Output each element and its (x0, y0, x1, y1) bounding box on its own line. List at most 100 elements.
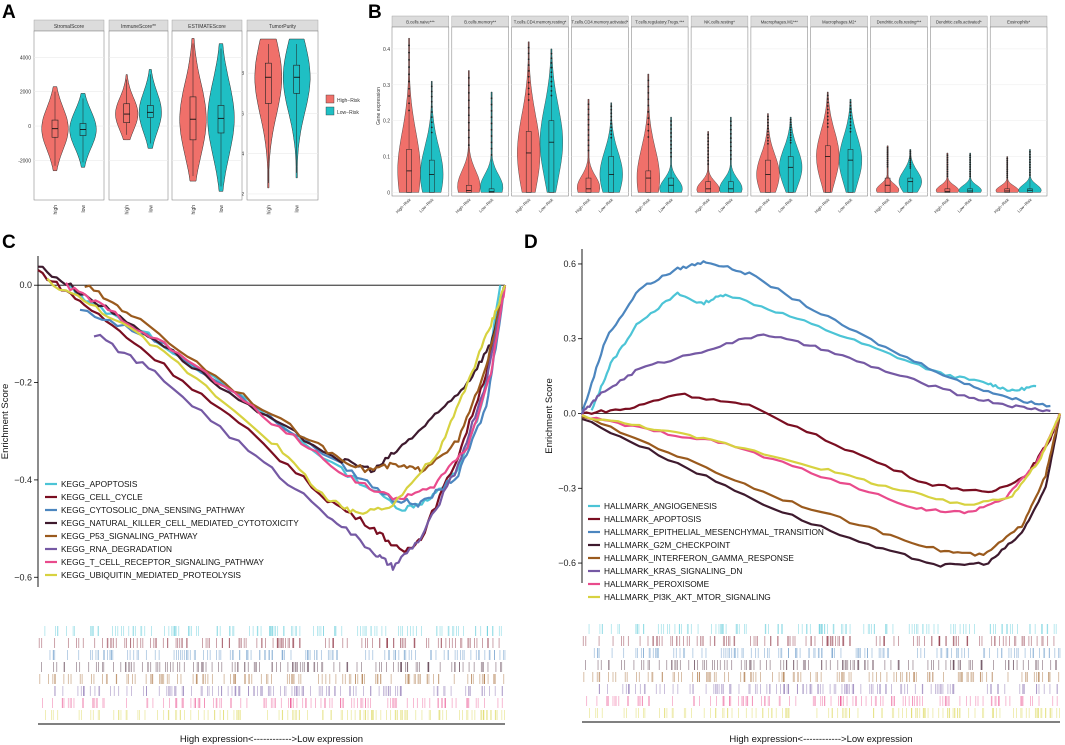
y-tick-label: 0.3 (563, 334, 576, 344)
outlier-point (490, 147, 493, 150)
outlier-point (550, 71, 553, 74)
outlier-point (1029, 158, 1031, 161)
outlier-point (1029, 171, 1031, 174)
outlier-point (610, 136, 613, 139)
category-label: High−Risk (813, 197, 831, 215)
outlier-point (490, 116, 493, 119)
outlier-point (849, 108, 852, 110)
outlier-point (587, 113, 590, 116)
outlier-point (826, 122, 829, 125)
outlier-point (610, 108, 613, 111)
outlier-point (969, 154, 972, 157)
outlier-point (467, 77, 470, 79)
y-axis-label: Enrichment Score (544, 378, 555, 454)
outlier-point (587, 139, 590, 142)
facet-title: T.cells.CD4.memory.activated* (572, 20, 629, 25)
outlier-point (969, 161, 972, 164)
outlier-point (490, 141, 493, 144)
outlier-point (886, 151, 889, 153)
outlier-point (946, 166, 949, 168)
legend-label: KEGG_CYTOSOLIC_DNA_SENSING_PATHWAY (61, 505, 245, 515)
outlier-point (550, 90, 553, 92)
outlier-point (886, 165, 889, 168)
outlier-point (647, 117, 650, 120)
outlier-point (527, 52, 530, 55)
outlier-point (670, 136, 672, 138)
panel-a-violins: -20000200040000.20.40.60.8StromalScorehi… (18, 19, 360, 215)
outlier-point (789, 126, 792, 129)
outlier-point (946, 159, 949, 161)
y-tick-label: −0.3 (558, 483, 576, 493)
a-y-tick: 0 (28, 124, 31, 130)
outlier-point (1006, 157, 1009, 160)
outlier-point (1006, 159, 1009, 162)
outlier-point (430, 131, 433, 134)
outlier-point (647, 98, 650, 101)
category-label: high (266, 205, 272, 215)
outlier-point (789, 131, 792, 134)
facet-title: Dendritic.cells.activated* (936, 20, 982, 25)
legend-label: KEGG_APOPTOSIS (61, 479, 138, 489)
outlier-point (647, 123, 650, 126)
category-label: high (125, 205, 131, 215)
a-y-tick: -2000 (18, 158, 31, 164)
facet-panel (930, 26, 988, 197)
outlier-point (886, 161, 889, 164)
outlier-point (587, 123, 590, 126)
category-label: Low−Risk (777, 197, 794, 214)
violin-low (69, 93, 97, 168)
panel-b-violins: Gene expression 0 0.1 0.2 0.3 0.4 B.cells.naiv… (376, 15, 1048, 215)
outlier-point (826, 101, 829, 104)
legend-label: KEGG_RNA_DEGRADATION (61, 544, 172, 554)
outlier-point (587, 103, 590, 106)
es-line (581, 413, 1062, 568)
outlier-point (430, 126, 433, 129)
a-y-tick: 2000 (20, 90, 31, 96)
y-tick-label: −0.4 (14, 475, 32, 485)
outlier-point (909, 150, 912, 153)
outlier-point (767, 121, 769, 124)
outlier-point (729, 128, 732, 131)
outlier-point (408, 109, 410, 112)
outlier-point (490, 154, 493, 156)
es-line (65, 282, 507, 501)
outlier-point (849, 121, 852, 123)
outlier-point (886, 146, 889, 149)
outlier-point (886, 149, 889, 151)
outlier-point (849, 127, 852, 130)
outlier-point (909, 155, 912, 158)
outlier-point (527, 93, 530, 96)
category-label: High−Risk (574, 197, 592, 215)
outlier-point (946, 163, 949, 166)
outlier-point (707, 140, 710, 143)
b-y-tick: 0.4 (383, 47, 390, 53)
outlier-point (909, 152, 912, 155)
outlier-point (767, 142, 769, 145)
outlier-point (647, 136, 650, 138)
outlier-point (789, 139, 792, 142)
outlier-point (490, 122, 493, 125)
outlier-point (527, 64, 530, 66)
legend-label: HALLMARK_EPITHELIAL_MESENCHYMAL_TRANSITI… (604, 527, 824, 537)
outlier-point (408, 95, 410, 97)
outlier-point (826, 105, 829, 107)
outlier-point (707, 153, 710, 156)
outlier-point (1006, 168, 1009, 171)
es-line (580, 260, 1051, 414)
es-line (79, 285, 507, 508)
outlier-point (527, 70, 530, 72)
outlier-point (946, 161, 949, 164)
facet-panel (870, 26, 928, 197)
outlier-point (707, 156, 710, 159)
es-line (37, 269, 507, 553)
outlier-point (969, 166, 972, 168)
outlier-point (467, 144, 470, 146)
outlier-point (707, 143, 710, 146)
category-label: Low−Risk (956, 197, 973, 214)
outlier-point (826, 126, 829, 128)
outlier-point (909, 167, 912, 169)
outlier-point (670, 120, 672, 122)
outlier-point (610, 115, 613, 118)
facet-panel (451, 26, 509, 197)
category-label: high (191, 205, 197, 215)
